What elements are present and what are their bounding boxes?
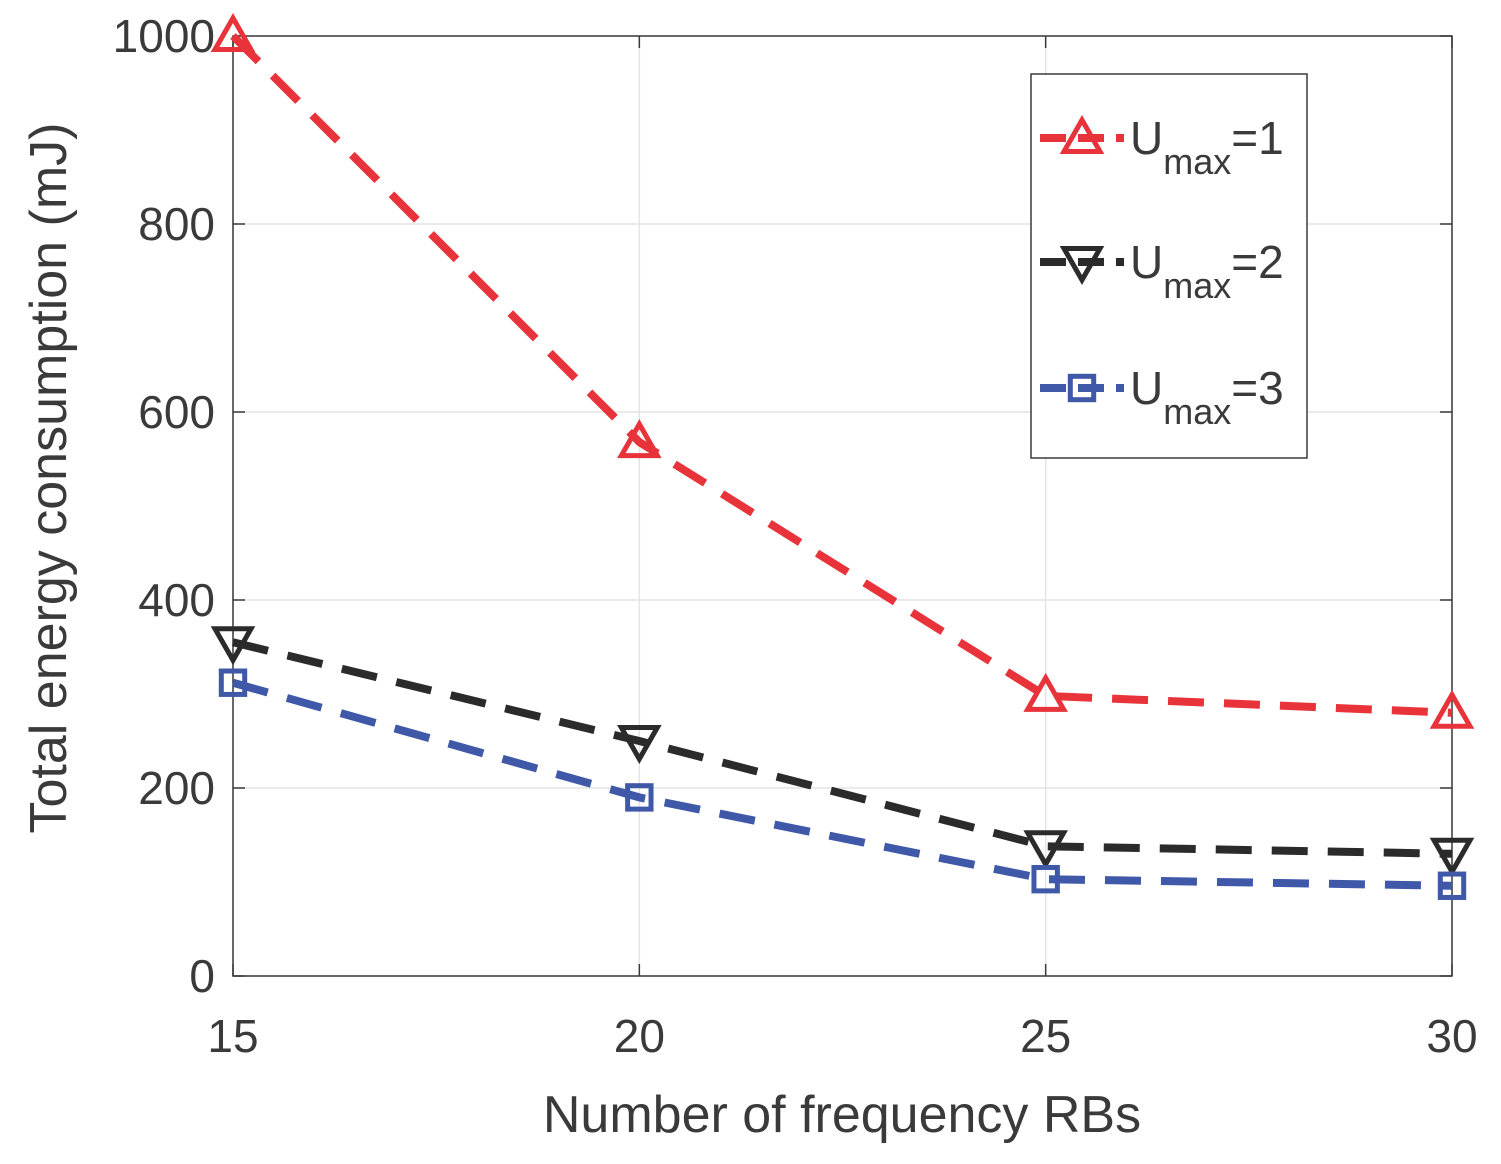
axes-box [232, 35, 1453, 977]
data-point [617, 419, 662, 459]
legend: Umax=1 Umax=2 Umax=3 [1030, 73, 1308, 459]
series-line-2 [232, 638, 1453, 858]
x-tick-label: 20 [614, 1010, 665, 1062]
y-tick-label: 800 [138, 198, 215, 250]
axes [232, 35, 1453, 977]
legend-box [1030, 73, 1308, 459]
legend-label: Umax=2 [1130, 236, 1284, 306]
legend-marker [1067, 373, 1097, 403]
data-point [210, 12, 256, 52]
y-axis-label: Total energy consumption (mJ) [20, 123, 78, 834]
x-tick-label: 30 [1426, 1010, 1477, 1062]
x-axis-label: Number of frequency RBs [543, 1086, 1141, 1144]
y-tick-label: 400 [138, 574, 215, 626]
y-tick-label: 0 [189, 950, 215, 1002]
series-1 [210, 12, 1475, 729]
legend-item-1: Umax=1 [1040, 112, 1284, 182]
legend-marker [1059, 114, 1105, 154]
x-tick-label: 25 [1020, 1010, 1071, 1062]
y-tick-label: 600 [138, 386, 215, 438]
data-point [617, 725, 662, 765]
data-point [1023, 830, 1068, 870]
legend-label: Umax=1 [1130, 112, 1284, 182]
legend-item-2: Umax=2 [1040, 236, 1284, 306]
series-layer [210, 12, 1475, 900]
data-point [1429, 837, 1475, 877]
series-line-3 [231, 678, 1453, 890]
data-point [625, 783, 654, 812]
series-3 [218, 668, 1467, 900]
legend-label: Umax=3 [1130, 362, 1284, 432]
data-point [210, 626, 256, 666]
data-point [218, 668, 248, 697]
data-point [1429, 689, 1475, 729]
legend-item-3: Umax=3 [1040, 362, 1284, 432]
x-tick-label: 15 [207, 1010, 258, 1062]
tick-labels: 15 20 25 30 0 200 400 600 800 1000 [113, 10, 1478, 1062]
y-tick-label: 1000 [113, 10, 215, 62]
series-2 [210, 626, 1475, 877]
legend-marker [1059, 246, 1105, 286]
y-tick-label: 200 [138, 762, 215, 814]
data-point [1437, 871, 1467, 900]
data-point [1023, 672, 1068, 712]
data-point [1031, 864, 1060, 894]
series-line-1 [230, 33, 1453, 717]
